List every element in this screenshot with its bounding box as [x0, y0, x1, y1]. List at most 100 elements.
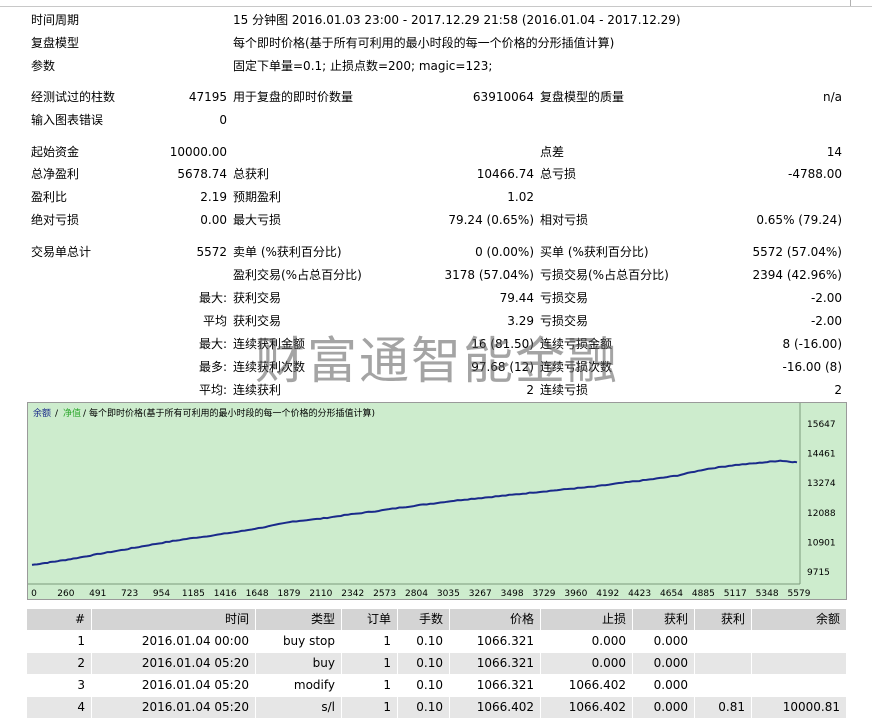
chart-plot-area — [28, 403, 800, 584]
absolute-drawdown-label: 绝对亏损 — [31, 213, 80, 227]
column-separator — [449, 675, 450, 696]
order-lots: 0.10 — [416, 678, 443, 692]
order-profit — [694, 653, 745, 674]
order-index: 2 — [77, 656, 85, 670]
gross-profit-label: 总获利 — [233, 167, 270, 181]
order-index-header: # — [74, 612, 85, 626]
largest-profit-value: 79.44 — [499, 291, 534, 305]
y-axis-ticks: 15647 14461 13274 12088 10901 9715 — [807, 420, 836, 578]
column-separator — [397, 609, 398, 630]
order-ticket: 1 — [383, 634, 391, 648]
order-stop-loss: 1066.402 — [568, 700, 626, 714]
column-separator — [751, 653, 752, 674]
order-profit: 0.81 — [718, 700, 745, 714]
y-tick-label: 12088 — [807, 509, 836, 519]
x-tick-label: 2342 — [341, 589, 364, 599]
maximal-wins-label: 连续获利次数 — [233, 360, 306, 374]
legend-model: 每个即时价格(基于所有可利用的最小时段的每一个价格的分形插值计算) — [89, 407, 375, 419]
order-ticket: 1 — [383, 656, 391, 670]
long-positions-value: 5572 (57.04%) — [752, 245, 842, 259]
relative-drawdown-label: 相对亏损 — [540, 213, 589, 227]
column-separator — [449, 631, 450, 652]
order-profit — [694, 631, 745, 652]
column-separator — [694, 653, 695, 674]
average-consecutive-losses-label: 连续亏损 — [540, 383, 589, 397]
table-row: 2 2016.01.04 05:20 buy 1 0.10 1066.321 0.000 0.… — [27, 653, 846, 675]
column-separator — [341, 675, 342, 696]
deposit-value: 10000.00 — [169, 145, 227, 159]
expected-payoff-value: 1.02 — [507, 190, 534, 204]
order-profit — [694, 675, 745, 696]
orders-table: # 时间 类型 订单 手数 价格 止损 获利 获利 余额 1 2016.01.04 00:00 buy … — [27, 609, 846, 719]
maximal-losses-value: -16.00 (8) — [782, 360, 843, 374]
largest-label: 最大: — [198, 291, 227, 305]
column-separator — [540, 653, 541, 674]
errors-value: 0 — [219, 113, 227, 127]
top-border — [0, 0, 872, 7]
gross-loss-label: 总亏损 — [540, 167, 577, 181]
absolute-drawdown-value: 0.00 — [200, 213, 227, 227]
y-tick-label: 10901 — [807, 538, 836, 548]
column-separator — [694, 697, 695, 718]
order-type-header: 类型 — [310, 612, 335, 626]
column-separator — [397, 631, 398, 652]
order-ticket-header: 订单 — [366, 612, 391, 626]
average-loss-value: -2.00 — [810, 314, 842, 328]
order-time: 2016.01.04 05:20 — [141, 678, 249, 692]
short-positions-label: 卖单 (%获利百分比) — [233, 245, 342, 259]
net-profit-value: 5678.74 — [177, 167, 227, 181]
column-separator — [632, 631, 633, 652]
expected-payoff-label: 预期盈利 — [233, 190, 282, 204]
column-separator — [449, 653, 450, 674]
average-consecutive-label: 平均: — [198, 383, 227, 397]
order-type: s/l — [321, 700, 335, 714]
short-positions-value: 0 (0.00%) — [475, 245, 534, 259]
table-header-row: # 时间 类型 订单 手数 价格 止损 获利 获利 余额 — [27, 609, 846, 631]
average-consecutive-wins-label: 连续获利 — [233, 383, 282, 397]
net-profit-label: 总净盈利 — [31, 167, 80, 181]
column-separator — [540, 675, 541, 696]
average-consecutive-wins-value: 2 — [526, 383, 534, 397]
column-separator — [751, 631, 752, 652]
profit-trades-value: 3178 (57.04%) — [444, 268, 534, 282]
long-positions-label: 买单 (%获利百分比) — [540, 245, 649, 259]
average-consecutive-losses-value: 2 — [834, 383, 842, 397]
total-trades-label: 交易单总计 — [31, 245, 92, 259]
column-separator — [540, 631, 541, 652]
order-price-header: 价格 — [509, 612, 534, 626]
max-drawdown-label: 最大亏损 — [233, 213, 282, 227]
legend-equity: 净值 — [63, 407, 81, 419]
order-price: 1066.321 — [476, 678, 534, 692]
x-tick-label: 723 — [121, 589, 138, 599]
order-type: modify — [293, 678, 335, 692]
column-separator — [540, 609, 541, 630]
column-separator — [341, 609, 342, 630]
column-separator — [91, 697, 92, 718]
x-tick-label: 3960 — [564, 589, 587, 599]
order-price: 1066.321 — [476, 656, 534, 670]
table-row: 4 2016.01.04 05:20 s/l 1 0.10 1066.402 1066.40… — [27, 697, 846, 719]
maximal-losses-label: 连续亏损次数 — [540, 360, 613, 374]
total-trades-value: 5572 — [196, 245, 227, 259]
order-time: 2016.01.04 05:20 — [141, 656, 249, 670]
order-price: 1066.402 — [476, 700, 534, 714]
x-tick-label: 1416 — [214, 589, 237, 599]
x-tick-label: 2804 — [405, 589, 428, 599]
order-take-profit: 0.000 — [653, 634, 688, 648]
bars-label: 经测试过的柱数 — [31, 90, 116, 104]
legend-separator-1: / — [55, 409, 59, 419]
column-separator — [91, 631, 92, 652]
x-tick-label: 3729 — [533, 589, 556, 599]
x-tick-label: 5117 — [724, 589, 747, 599]
x-tick-label: 3498 — [501, 589, 524, 599]
order-index: 1 — [77, 634, 85, 648]
x-tick-label: 1185 — [182, 589, 205, 599]
column-separator — [91, 653, 92, 674]
x-tick-label: 4654 — [660, 589, 683, 599]
bars-value: 47195 — [188, 90, 227, 104]
order-time: 2016.01.04 05:20 — [141, 700, 249, 714]
column-separator — [397, 697, 398, 718]
order-type: buy — [312, 656, 335, 670]
max-consecutive-losses-label: 连续亏损金额 — [540, 337, 613, 351]
column-separator — [694, 609, 695, 630]
